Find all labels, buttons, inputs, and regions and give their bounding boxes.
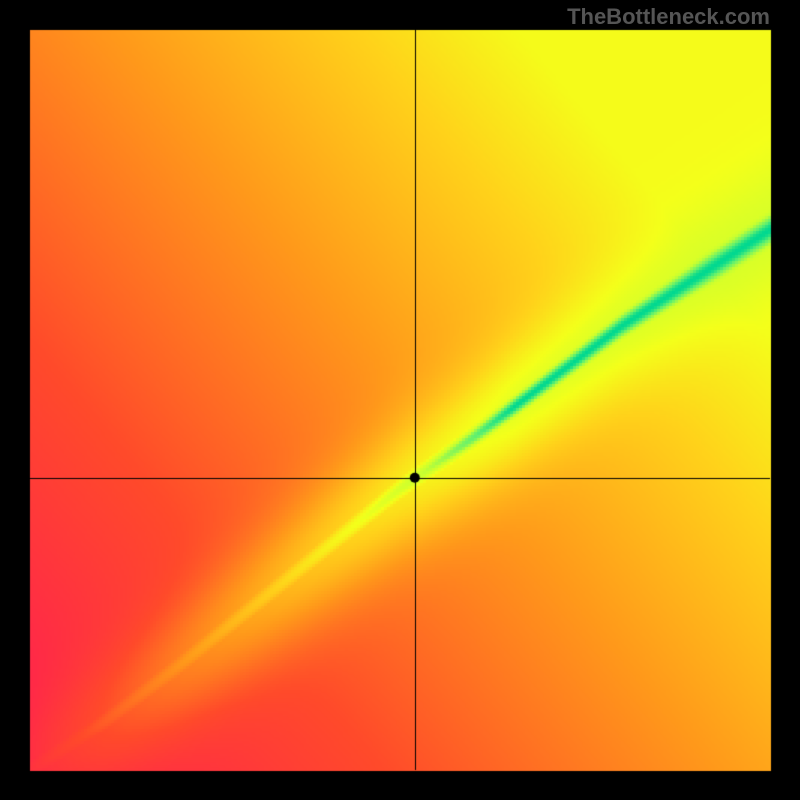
bottleneck-heatmap (0, 0, 800, 800)
watermark-text: TheBottleneck.com (567, 4, 770, 30)
chart-container: TheBottleneck.com (0, 0, 800, 800)
